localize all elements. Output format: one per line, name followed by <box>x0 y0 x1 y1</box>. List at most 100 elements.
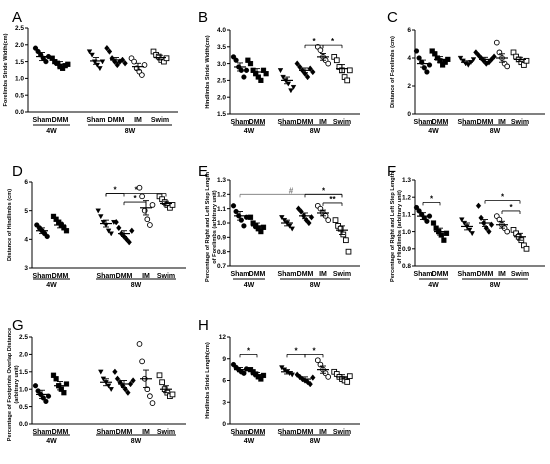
data-point <box>290 84 297 90</box>
data-point <box>63 381 70 387</box>
data-point <box>156 372 163 379</box>
y-axis-label: Distance of Forelimbs (cm) <box>390 36 396 108</box>
category-label: Sham <box>277 271 296 278</box>
category-label: DMM <box>297 429 314 436</box>
category-label: Swim <box>333 119 351 126</box>
y-tick-label: 2.0 <box>19 352 28 359</box>
category-label: Sham <box>230 119 249 126</box>
data-point <box>149 202 156 208</box>
category-label: IM <box>498 271 506 278</box>
category-label: Swim <box>333 429 351 436</box>
significance-marker: * <box>134 185 138 194</box>
data-point <box>147 222 153 228</box>
data-point <box>139 193 145 200</box>
data-point <box>97 66 103 72</box>
panel-letter: B <box>198 9 208 26</box>
data-point <box>139 72 145 78</box>
data-point <box>310 374 316 381</box>
data-point <box>144 216 151 223</box>
data-point <box>443 230 450 236</box>
data-point <box>125 389 131 396</box>
y-axis-label-line: Percentage of Right and Left Step Length <box>390 171 396 282</box>
data-point <box>289 372 295 378</box>
y-tick-label: 1.1 <box>217 206 226 213</box>
data-point <box>260 67 267 73</box>
data-point <box>63 228 70 234</box>
data-point <box>288 88 294 94</box>
y-axis-label: Hindlimbs Stride Width(cm) <box>205 35 211 108</box>
category-label: DMM <box>297 119 314 126</box>
category-label: Sham <box>413 119 432 126</box>
category-label: IM <box>142 429 150 436</box>
data-point <box>169 391 176 398</box>
data-point <box>304 73 311 81</box>
data-point <box>504 63 511 70</box>
data-point <box>32 383 39 389</box>
group-label: 4W <box>46 438 57 445</box>
significance-marker: * <box>430 194 434 203</box>
y-tick-label: 0.8 <box>217 249 226 256</box>
significance-marker: * <box>294 346 298 355</box>
data-point <box>98 214 104 220</box>
data-point <box>61 390 67 396</box>
data-point <box>247 214 254 220</box>
category-label: Sham <box>96 273 115 280</box>
category-label: Sham <box>86 117 105 124</box>
data-point <box>53 376 59 382</box>
data-point <box>306 219 312 227</box>
category-label: DMM <box>297 271 314 278</box>
category-label: IM <box>498 119 506 126</box>
data-point <box>230 203 237 209</box>
y-axis-label: Percentage of Right and Left Step Length… <box>390 171 403 282</box>
data-point <box>35 388 41 394</box>
panel-letter: C <box>387 9 398 26</box>
category-label: Swim <box>157 429 175 436</box>
y-tick-label: 1.5 <box>19 369 28 376</box>
data-point <box>104 44 110 52</box>
data-point <box>144 386 151 393</box>
y-tick-label: 4 <box>24 237 28 244</box>
data-point <box>344 379 351 385</box>
y-tick-label: 0.7 <box>217 263 226 270</box>
data-point <box>441 237 447 243</box>
data-point <box>65 61 71 67</box>
y-tick-label: 0.9 <box>217 235 226 242</box>
data-point <box>43 58 49 65</box>
data-point <box>250 67 256 73</box>
data-point <box>159 379 165 386</box>
data-point <box>147 393 153 400</box>
data-point <box>345 248 352 255</box>
significance-marker: * <box>312 37 316 46</box>
category-label: Sham <box>457 119 476 126</box>
data-point <box>429 48 435 54</box>
data-point <box>310 68 316 76</box>
data-point <box>343 237 349 244</box>
category-label: Swim <box>151 117 169 124</box>
data-point <box>89 52 95 58</box>
data-point <box>424 218 430 224</box>
category-label: DMM <box>116 429 133 436</box>
y-tick-label: 2.5 <box>19 334 28 341</box>
category-label: IM <box>319 119 327 126</box>
data-point <box>413 204 420 211</box>
category-label: Sham <box>32 429 51 436</box>
y-tick-label: 0 <box>222 421 226 428</box>
significance-marker: # <box>289 186 294 195</box>
category-label: DMM <box>52 117 69 124</box>
data-point <box>139 358 145 365</box>
y-tick-label: 3.0 <box>217 61 226 68</box>
group-label: 8W <box>310 128 321 135</box>
group-label: 8W <box>131 438 142 445</box>
y-tick-label: 1.0 <box>19 386 28 393</box>
data-point <box>317 47 324 54</box>
group-label: 4W <box>46 128 57 135</box>
category-label: Sham <box>230 429 249 436</box>
data-point <box>247 61 254 67</box>
group-label: 4W <box>244 438 255 445</box>
y-tick-label: 2.5 <box>217 78 226 85</box>
group-label: 4W <box>244 128 255 135</box>
y-tick-label: 12 <box>219 334 227 341</box>
